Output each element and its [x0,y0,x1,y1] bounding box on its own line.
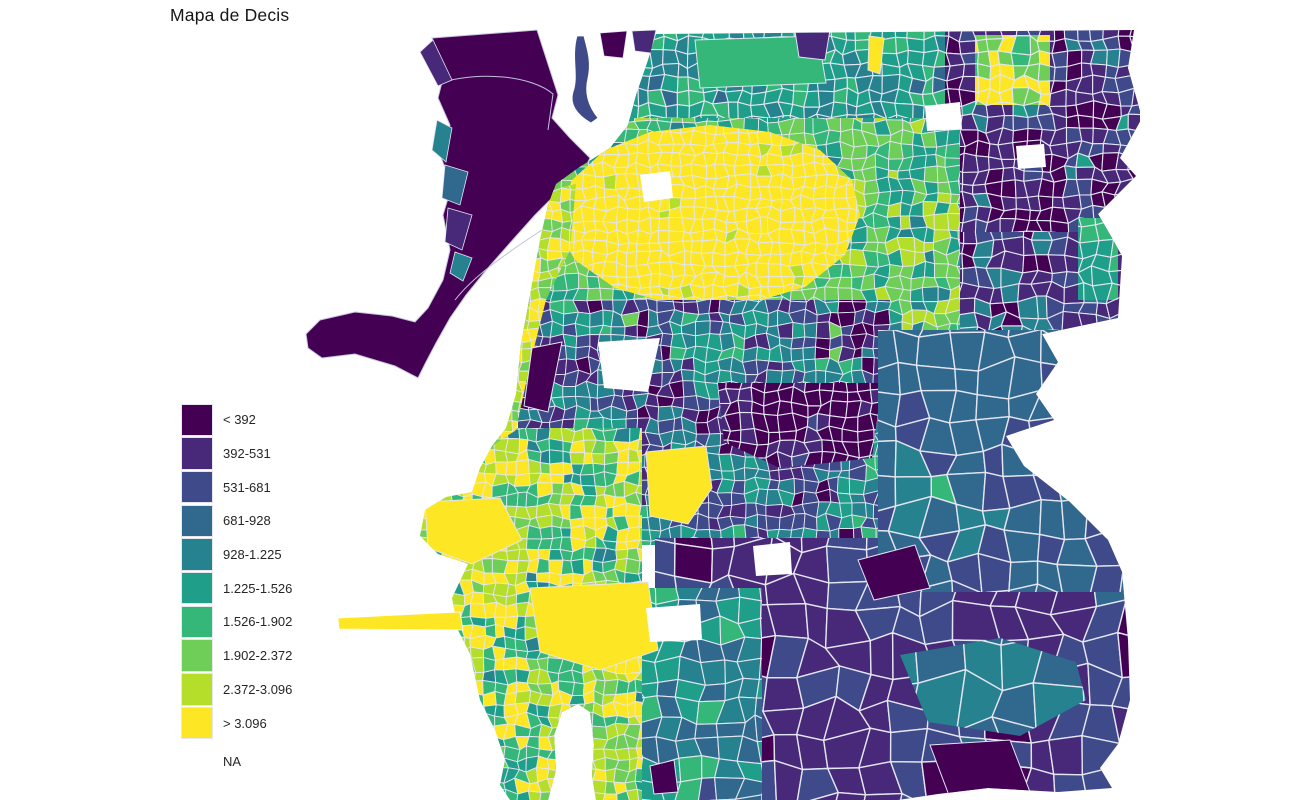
legend-item: 1.526-1.902 [181,605,292,639]
map-hole [646,604,702,642]
legend-label: 681-928 [223,513,271,529]
legend-label: NA [223,754,242,770]
legend-swatch [181,605,213,639]
legend-item: 1.225-1.526 [181,571,292,605]
legend-label: 392-531 [223,446,271,462]
tract-boundary [454,229,543,301]
legend-label: > 3.096 [223,715,267,731]
map-hole [1016,144,1046,169]
legend-item: NA [181,745,292,779]
map-hole [598,338,660,392]
legend-swatch [181,471,213,504]
map-region [529,581,659,671]
legend-item: < 392 [181,403,292,437]
map-hole [753,542,792,576]
coast-sliver [441,164,469,206]
legend-label: 1.526-1.902 [223,614,293,630]
map-zone [975,35,1050,105]
legend-swatch [181,706,213,740]
legend-swatch [181,504,213,538]
tract-boundary [435,75,554,131]
map-region [645,445,713,525]
coast-sliver [419,39,453,87]
plot-title: Mapa de Decis [170,5,290,25]
legend-item: 1.902-2.372 [181,639,292,673]
legend-swatch [181,572,213,605]
legend-item: 392-531 [181,437,292,471]
legend-item: > 3.096 [181,706,292,740]
legend-label: 531-681 [223,479,271,495]
legend-label: 1.902-2.372 [223,648,293,664]
map-fragment [599,30,628,59]
stream-ribbon [571,35,599,124]
legend-item: 928-1.225 [181,538,292,572]
legend-swatch [181,437,213,470]
legend-swatch [181,639,213,672]
legend-item: 681-928 [181,504,292,538]
legend-label: 928-1.225 [223,547,282,563]
map-hole [925,102,962,131]
legend-swatch [181,745,213,778]
legend-label: < 392 [223,412,256,428]
coast-sliver [444,207,473,251]
legend-item: 531-681 [181,470,292,504]
breakwater-pier [337,611,464,631]
west-peninsula [305,29,591,379]
legend-swatch [181,673,213,706]
legend-item: 2.372-3.096 [181,673,292,707]
north-river-pieces [571,29,657,124]
map-region [523,341,563,413]
map-region [794,30,831,61]
map-region [424,497,523,565]
legend: < 392 392-531 531-681 681-928 928-1.225 1.225… [181,403,292,779]
map-hole [640,171,673,202]
legend-label: 2.372-3.096 [223,681,293,697]
legend-swatch [181,403,213,437]
map-zone [1078,218,1118,300]
coast-sliver [431,119,453,163]
map-region [867,35,885,75]
map-region [857,544,931,601]
map-region [694,35,827,89]
legend-label: 1.225-1.526 [223,580,293,596]
coast-sliver [449,251,473,282]
legend-swatch [181,538,213,571]
map-region [649,759,679,795]
